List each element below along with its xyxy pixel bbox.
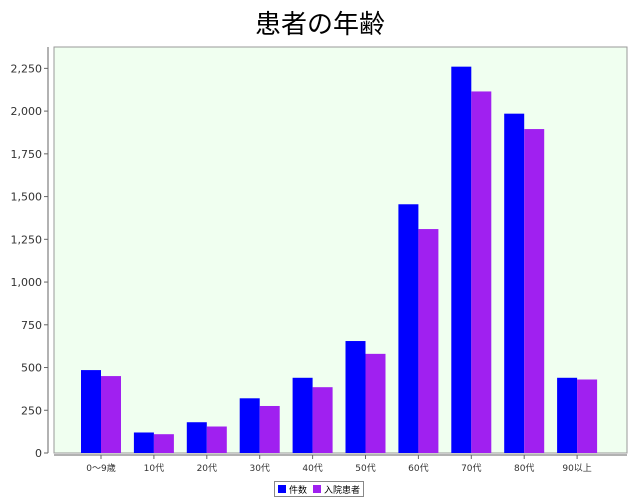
legend-item-inpatient: 入院患者 [313,483,360,496]
bar-count [239,398,260,453]
x-tick-label: 60代 [408,463,428,474]
bar-inpatient [418,229,439,453]
legend: 件数 入院患者 [274,481,365,497]
bar-count [133,432,154,453]
legend-label-inpatient: 入院患者 [324,485,361,496]
bar-inpatient [312,387,333,453]
y-tick-label: 1,750 [11,148,43,161]
x-tick-label: 90以上 [562,463,591,474]
legend-label-count: 件数 [289,485,308,496]
y-axis: 0 250 500 750 1,000 1,250 1,500 1,750 2,000 2,250 [11,47,49,460]
x-tick-label: 30代 [249,463,269,474]
y-tick-label: 500 [21,362,42,375]
y-tick-label: 2,000 [11,105,43,118]
x-tick-label: 40代 [302,463,322,474]
bar-chart: 0 250 500 750 1,000 1,250 1,500 1,750 2,000 2,250… [11,46,628,474]
y-tick-label: 750 [21,319,42,332]
x-tick-label: 80代 [514,463,534,474]
bar-count [81,370,101,453]
bar-inpatient [577,379,598,453]
y-tick-label: 1,000 [11,276,43,289]
chart-title: 患者の年齢 [254,10,385,40]
y-tick-label: 2,250 [11,62,43,75]
x-tick-label: 50代 [355,463,375,474]
x-axis: 0〜9歳 10代 20代 30代 40代 50代 60代 70代 80代 90以上 [54,454,627,474]
legend-swatch-inpatient [313,485,322,493]
y-tick-label: 1,250 [11,233,43,246]
bar-count [557,377,578,453]
legend-swatch-count [278,485,286,493]
bar-inpatient [259,405,280,453]
y-tick-label: 1,500 [11,191,43,204]
y-tick-label: 250 [21,404,42,417]
x-tick-label: 70代 [461,463,481,474]
legend-item-count: 件数 [278,483,307,496]
x-tick-label: 0〜9歳 [86,462,115,474]
bar-inpatient [471,91,492,453]
bar-count [345,341,366,453]
bar-inpatient [153,434,174,453]
bar-count [186,422,207,453]
bar-inpatient [365,353,386,453]
bar-inpatient [524,129,545,453]
y-tick-label: 0 [35,447,42,460]
bar-count [451,66,472,454]
bar-count [398,204,419,453]
bar-count [292,377,313,453]
bar-inpatient [101,376,121,453]
bar-count [504,113,525,454]
bar-inpatient [206,426,227,453]
bars [81,66,598,454]
x-tick-label: 20代 [197,463,217,474]
x-tick-label: 10代 [144,463,164,474]
